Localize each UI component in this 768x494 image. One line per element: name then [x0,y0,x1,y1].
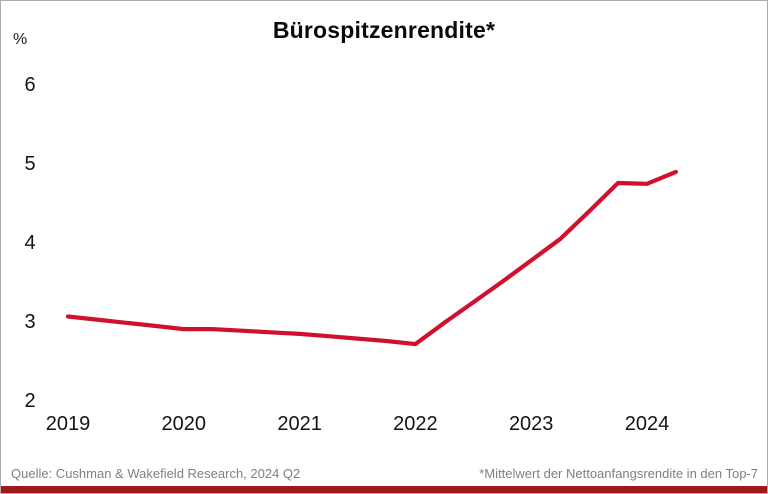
x-tick-label: 2021 [277,413,322,435]
y-tick-label: 3 [24,311,36,333]
x-tick-label: 2023 [508,413,554,435]
x-tick-label: 2019 [45,413,91,435]
source-note: Quelle: Cushman & Wakefield Research, 20… [11,466,301,481]
x-tick-label: 2022 [393,413,438,435]
y-tick-label: 6 [24,74,36,96]
footnote: *Mittelwert der Nettoanfangsrendite in d… [479,466,758,481]
y-tick-label: 4 [24,232,36,254]
y-axis-unit-label: % [13,31,28,48]
brand-bottom-bar [1,486,767,493]
y-tick-label: 5 [24,153,36,175]
y-tick-label: 2 [24,390,36,412]
chart-title: Bürospitzenrendite* [272,17,496,43]
x-tick-label: 2024 [624,413,670,435]
yield-line-series [65,169,679,347]
x-tick-label: 2020 [161,413,207,435]
